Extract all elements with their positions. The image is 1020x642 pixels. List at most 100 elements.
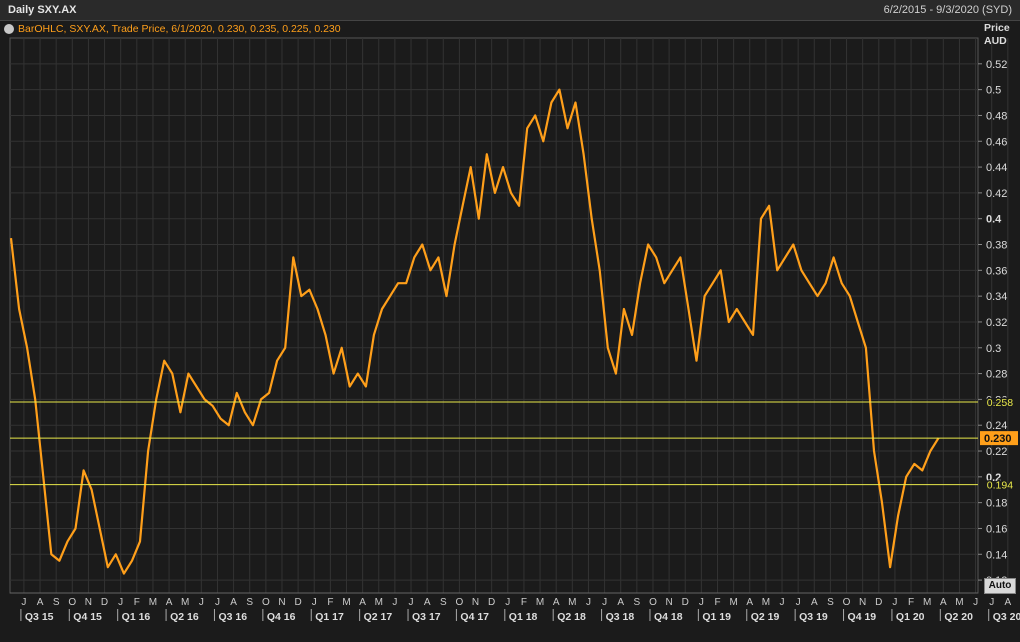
price-axis-label: Price [984, 22, 1010, 34]
y-tick-label: 0.46 [986, 136, 1007, 148]
quarter-label: Q4 18 [654, 611, 683, 623]
month-label: N [278, 597, 285, 608]
quarter-label: Q2 19 [751, 611, 780, 623]
y-tick-label: 0.5 [986, 85, 1001, 97]
quarter-label: Q1 20 [896, 611, 925, 623]
month-label: N [472, 597, 479, 608]
quarter-label: Q1 16 [122, 611, 151, 623]
month-label: D [875, 597, 882, 608]
month-label: A [553, 597, 560, 608]
quarter-label: Q4 19 [848, 611, 877, 623]
month-label: A [940, 597, 947, 608]
month-label: J [118, 597, 123, 608]
month-label: O [262, 597, 270, 608]
month-label: F [714, 597, 720, 608]
month-label: O [649, 597, 657, 608]
month-label: D [488, 597, 495, 608]
y-tick-label: 0.16 [986, 523, 1007, 535]
y-tick-label: 0.52 [986, 59, 1007, 71]
month-label: A [359, 597, 366, 608]
month-label: A [1004, 597, 1011, 608]
quarter-label: Q1 17 [315, 611, 344, 623]
y-tick-label: 0.22 [986, 446, 1007, 458]
quarter-label: Q2 18 [557, 611, 586, 623]
month-label: S [440, 597, 447, 608]
quarter-label: Q4 16 [267, 611, 296, 623]
month-label: J [215, 597, 220, 608]
series-legend[interactable]: BarOHLC, SXY.AX, Trade Price, 6/1/2020, … [18, 23, 341, 35]
y-tick-label: 0.26 [986, 394, 1007, 406]
month-label: M [568, 597, 576, 608]
y-tick-label: 0.44 [986, 162, 1007, 174]
quarter-label: Q4 15 [73, 611, 102, 623]
month-label: J [973, 597, 978, 608]
month-label: J [586, 597, 591, 608]
month-label: A [230, 597, 237, 608]
level-label: 0.23 [987, 433, 1008, 445]
month-label: J [409, 597, 414, 608]
month-label: M [729, 597, 737, 608]
month-label: A [617, 597, 624, 608]
price-series-line [9, 88, 940, 575]
month-label: S [634, 597, 641, 608]
quarter-label: Q2 20 [944, 611, 973, 623]
month-label: A [746, 597, 753, 608]
quarter-label: Q2 16 [170, 611, 199, 623]
auto-scale-button[interactable]: Auto [984, 578, 1016, 594]
y-tick-label: 0.24 [986, 420, 1007, 432]
month-label: J [892, 597, 897, 608]
month-label: J [392, 597, 397, 608]
month-label: J [312, 597, 317, 608]
month-label: O [68, 597, 76, 608]
plot-area [9, 37, 979, 594]
quarter-label: Q3 20 [993, 611, 1020, 623]
y-tick-label: 0.38 [986, 240, 1007, 252]
month-label: A [166, 597, 173, 608]
y-tick-label: 0.4 [986, 214, 1002, 226]
month-label: M [375, 597, 383, 608]
month-label: S [827, 597, 834, 608]
y-tick-label: 0.14 [986, 549, 1007, 561]
level-label: 0.194 [987, 480, 1013, 492]
month-label: J [21, 597, 26, 608]
month-label: D [294, 597, 301, 608]
month-label: M [149, 597, 157, 608]
y-tick-label: 0.3 [986, 343, 1001, 355]
level-label: 0.258 [987, 397, 1013, 409]
month-label: M [923, 597, 931, 608]
month-label: M [955, 597, 963, 608]
quarter-label: Q1 19 [702, 611, 731, 623]
month-label: A [37, 597, 44, 608]
y-tick-label: 0.32 [986, 317, 1007, 329]
quarter-label: Q1 18 [509, 611, 538, 623]
month-label: M [181, 597, 189, 608]
month-label: F [134, 597, 140, 608]
y-tick-label: 0.28 [986, 369, 1007, 381]
month-label: F [521, 597, 527, 608]
month-label: M [536, 597, 544, 608]
quarter-label: Q3 17 [412, 611, 441, 623]
month-label: M [762, 597, 770, 608]
month-label: J [699, 597, 704, 608]
y-tick-label: 0.18 [986, 498, 1007, 510]
quarter-label: Q3 16 [218, 611, 247, 623]
chart-title: Daily SXY.AX [8, 4, 77, 16]
y-tick-label: 0.2 [986, 472, 1001, 484]
last-price-label: 0.230 [984, 433, 1012, 445]
quarter-label: Q4 17 [460, 611, 489, 623]
title-bar: Daily SXY.AX 6/2/2015 - 9/3/2020 (SYD) [0, 0, 1020, 21]
month-label: O [456, 597, 464, 608]
y-tick-label: 0.48 [986, 110, 1007, 122]
month-label: S [246, 597, 253, 608]
month-label: D [682, 597, 689, 608]
quarter-label: Q2 17 [364, 611, 393, 623]
month-label: J [199, 597, 204, 608]
month-label: D [101, 597, 108, 608]
legend-settings-icon[interactable] [4, 24, 14, 34]
month-label: F [327, 597, 333, 608]
y-tick-label: 0.34 [986, 291, 1007, 303]
y-tick-label: 0.36 [986, 265, 1007, 277]
month-label: O [843, 597, 851, 608]
